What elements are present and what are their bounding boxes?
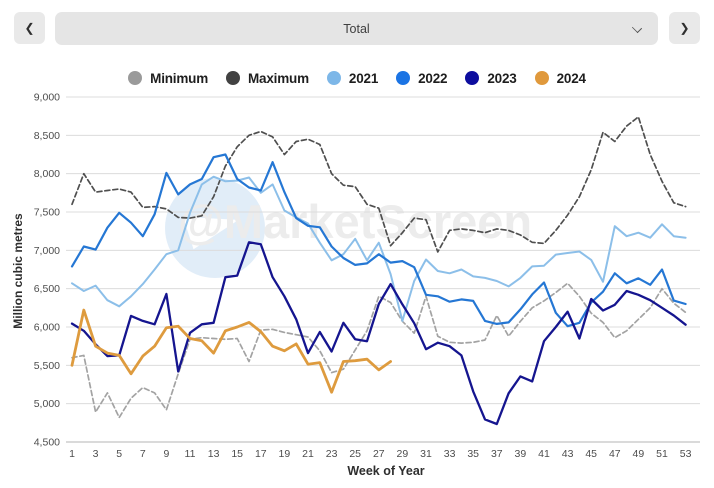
x-tick-label: 17 — [255, 448, 267, 460]
x-tick-label: 11 — [185, 448, 196, 460]
legend-swatch-icon — [465, 71, 480, 85]
x-tick-label: 27 — [373, 448, 385, 460]
series-line-2022 — [70, 153, 687, 328]
line-chart: 4,500 5,000 5,500 6,000 6,500 7,000 7,500 8,000… — [34, 92, 700, 460]
x-tick-label: 43 — [562, 448, 574, 460]
x-tick-label: 35 — [467, 448, 479, 460]
y-tick-label: 7,000 — [34, 245, 60, 257]
series-dropdown[interactable]: Total — [55, 12, 658, 45]
x-tick-label: 5 — [116, 448, 122, 460]
series-line-2021 — [71, 175, 687, 322]
y-tick-label: 4,500 — [34, 437, 60, 449]
x-tick-label: 31 — [420, 448, 432, 460]
toolbar: ❮ Total ❯ — [0, 0, 714, 56]
legend-item-2024[interactable]: 2024 — [534, 70, 586, 86]
x-tick-label: 19 — [279, 448, 291, 460]
y-tick-label: 6,500 — [34, 283, 60, 295]
x-tick-label: 33 — [444, 448, 456, 460]
x-tick-label: 39 — [515, 448, 527, 460]
x-tick-label: 29 — [397, 448, 409, 460]
legend-label: 2022 — [418, 70, 448, 86]
legend-label: 2024 — [556, 70, 586, 86]
y-tick-label: 6,000 — [34, 322, 60, 334]
x-tick-label: 51 — [656, 448, 668, 460]
x-axis-title: Week of Year — [347, 464, 425, 478]
x-tick-label: 45 — [585, 448, 597, 460]
x-tick-label: 21 — [302, 448, 314, 460]
legend-swatch-icon — [128, 71, 143, 85]
legend-item-2023[interactable]: 2023 — [465, 70, 517, 86]
legend-swatch-icon — [396, 71, 411, 85]
y-tick-label: 9,000 — [34, 92, 60, 104]
x-tick-label: 3 — [93, 448, 99, 460]
legend-label: 2021 — [348, 70, 379, 86]
y-tick-label: 5,000 — [34, 398, 60, 410]
chevron-right-icon: ❯ — [679, 21, 690, 35]
x-tick-label: 53 — [680, 448, 692, 460]
legend-item-minimum[interactable]: Minimum — [128, 71, 208, 86]
y-axis-title: Million cubic metres — [11, 213, 25, 329]
x-tick-label: 1 — [69, 448, 75, 460]
x-tick-label: 13 — [208, 448, 220, 460]
x-tick-label: 37 — [491, 448, 503, 460]
previous-button[interactable]: ❮ — [14, 12, 45, 44]
x-tick-label: 47 — [609, 448, 621, 460]
x-tick-label: 9 — [163, 448, 169, 460]
legend-swatch-icon — [226, 71, 241, 85]
chevron-left-icon: ❮ — [24, 21, 35, 35]
series-line-2024 — [70, 308, 393, 394]
series-line-minimum — [71, 282, 687, 419]
legend-item-2022[interactable]: 2022 — [396, 70, 448, 86]
series-dropdown-value: Total — [343, 21, 370, 36]
series-line-maximum — [71, 116, 687, 253]
legend-label: Maximum — [248, 70, 309, 86]
x-tick-label: 7 — [140, 448, 146, 460]
x-tick-label: 23 — [326, 448, 338, 460]
x-tick-label: 41 — [538, 448, 550, 460]
x-tick-label: 25 — [349, 448, 361, 460]
legend-item-maximum[interactable]: Maximum — [226, 71, 309, 86]
chevron-down-icon — [631, 22, 643, 34]
y-tick-label: 7,500 — [34, 207, 60, 219]
y-tick-label: 8,500 — [34, 130, 60, 142]
series-line-2023 — [70, 241, 687, 426]
legend-label: Minimum — [150, 70, 209, 86]
legend-swatch-icon — [534, 71, 549, 85]
x-tick-label: 15 — [231, 448, 243, 460]
legend-swatch-icon — [326, 71, 341, 85]
x-tick-label: 49 — [633, 448, 645, 460]
legend-label: 2023 — [487, 70, 517, 86]
legend-item-2021[interactable]: 2021 — [326, 70, 379, 86]
y-tick-label: 5,500 — [34, 360, 60, 372]
chart-legend: Minimum Maximum 2021 2022 2023 2024 — [0, 64, 714, 92]
next-button[interactable]: ❯ — [669, 12, 700, 44]
y-tick-label: 8,000 — [34, 168, 60, 180]
chart-area: @MarketScreen 4,500 5,000 5,500 6,000 6,500 7… — [0, 86, 714, 488]
